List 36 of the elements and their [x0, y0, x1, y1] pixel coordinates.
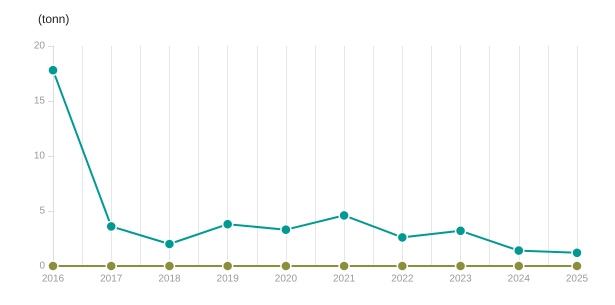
- point: [105, 260, 117, 272]
- x-tick-label: 2016: [42, 274, 65, 284]
- y-tick-label: 15: [34, 96, 46, 106]
- y-tick-label: 5: [39, 206, 46, 216]
- y-tick-label: 20: [34, 40, 46, 52]
- x-tick-label: 2025: [566, 274, 589, 284]
- x-tick-label: 2021: [332, 274, 356, 284]
- point: [47, 64, 59, 76]
- point: [47, 260, 59, 272]
- point: [222, 260, 234, 272]
- point: [454, 260, 466, 272]
- point: [454, 225, 466, 237]
- x-tick-label: 2019: [216, 274, 240, 284]
- point: [164, 238, 176, 250]
- point: [222, 218, 234, 230]
- x-tick-label: 2018: [158, 274, 182, 284]
- y-tick-label: 0: [39, 260, 46, 272]
- point: [571, 247, 583, 259]
- y-tick-label: 10: [34, 150, 46, 162]
- point: [164, 260, 176, 272]
- x-tick-label: 2020: [274, 274, 298, 284]
- point: [396, 232, 408, 244]
- point: [280, 224, 292, 236]
- point: [105, 220, 117, 232]
- point: [571, 260, 583, 272]
- x-tick-label: 2023: [449, 274, 472, 284]
- point: [513, 260, 525, 272]
- x-tick-label: 2024: [508, 274, 530, 284]
- point: [396, 260, 408, 272]
- x-tick-label: 2017: [100, 274, 123, 284]
- point: [338, 210, 350, 222]
- x-tick-label: 2022: [391, 274, 414, 284]
- y-axis-title: (tonn): [38, 12, 70, 26]
- point: [338, 260, 350, 272]
- point: [280, 260, 292, 272]
- point: [513, 244, 525, 256]
